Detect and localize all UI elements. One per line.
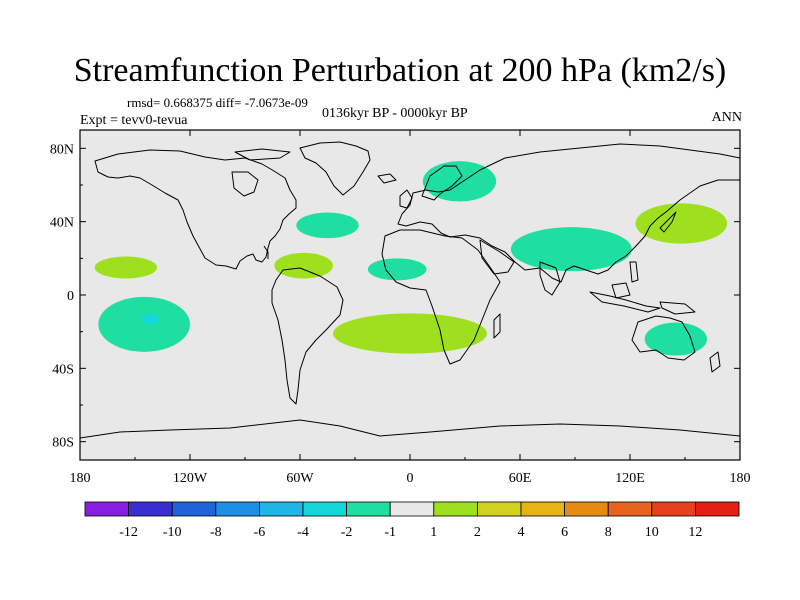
colorbar-label: 8 <box>605 525 612 540</box>
colorbar: -12 -10 -8 -6 -4 -2 -1 1 2 4 6 8 10 12 <box>84 501 740 540</box>
lon-tick-label: 180 <box>730 471 751 486</box>
coast-iceland <box>377 173 397 184</box>
chart-title: Streamfunction Perturbation at 200 hPa (… <box>73 52 727 89</box>
season-label: ANN <box>711 110 742 125</box>
colorbar-label: 12 <box>688 525 702 540</box>
coast-new-zealand <box>709 351 721 373</box>
anomaly-hawaii <box>94 256 157 279</box>
coast-india <box>539 261 561 296</box>
coast-north-america <box>94 149 297 270</box>
coast-hudson-bay <box>231 171 259 197</box>
coast-madagascar <box>493 313 501 339</box>
colorbar-swatch <box>433 501 478 517</box>
colorbar-swatch <box>476 501 522 517</box>
anomaly-caribbean <box>274 252 333 279</box>
experiment-label: Expt = tevv0-tevua <box>80 113 188 128</box>
colorbar-swatch <box>128 501 173 517</box>
lon-tick-label: 0 <box>407 471 414 486</box>
colorbar-swatch <box>302 501 347 517</box>
colorbar-label: 1 <box>430 525 437 540</box>
coast-borneo <box>611 282 631 299</box>
anomaly-south-pacific-core <box>140 313 159 325</box>
colorbar-swatch <box>171 501 217 517</box>
stats-line: rmsd= 0.668375 diff= -7.0673e-09 <box>127 95 308 110</box>
colorbar-swatch <box>215 501 260 517</box>
lon-tick-label: 180 <box>70 471 91 486</box>
lat-tick-label: 40N <box>50 216 74 231</box>
anomaly-north-atlantic-east <box>296 212 359 239</box>
colorbar-label: -1 <box>384 525 396 540</box>
coast-japan <box>659 211 677 233</box>
coast-arctic-islands <box>234 148 291 161</box>
colorbar-label: -12 <box>119 525 138 540</box>
anomaly-japan-pacific <box>635 203 728 244</box>
colorbar-label: -10 <box>163 525 182 540</box>
colorbar-swatch <box>520 501 565 517</box>
period-label: 0136kyr BP - 0000kyr BP <box>322 106 468 121</box>
colorbar-swatch <box>84 501 129 517</box>
anomaly-south-pacific <box>98 296 190 352</box>
anomaly-australia <box>644 322 707 356</box>
coast-florida <box>263 245 269 259</box>
colorbar-swatch <box>258 501 304 517</box>
colorbar-swatch <box>695 501 740 517</box>
colorbar-swatch <box>564 501 609 517</box>
map-background <box>80 130 740 460</box>
coast-arabia <box>479 239 515 275</box>
lon-tick-label: 120W <box>173 471 208 486</box>
coastlines <box>80 141 740 439</box>
coast-philippines <box>629 261 639 283</box>
colorbar-label: 10 <box>645 525 659 540</box>
colorbar-label: -4 <box>297 525 309 540</box>
colorbar-swatch <box>607 501 653 517</box>
coast-new-guinea <box>659 301 696 315</box>
anomaly-west-africa <box>367 258 427 281</box>
anomaly-south-asia <box>510 227 632 272</box>
lat-tick-label: 80N <box>50 142 74 157</box>
lon-tick-label: 60E <box>509 471 532 486</box>
coast-south-america <box>271 267 344 405</box>
colorbar-label: -6 <box>254 525 266 540</box>
coast-greenland <box>299 141 371 196</box>
lon-tick-label: 120E <box>615 471 645 486</box>
colorbar-label: 6 <box>561 525 568 540</box>
longitude-axis: 180 120W 60W 0 60E 120E 180 <box>70 130 751 486</box>
colorbar-swatch <box>346 501 391 517</box>
colorbar-label: 4 <box>518 525 525 540</box>
colorbar-swatch <box>389 501 435 517</box>
coast-antarctica <box>80 419 740 439</box>
coast-scandinavia <box>421 165 463 201</box>
anomaly-south-atlantic <box>333 313 487 354</box>
lat-tick-label: 40S <box>52 362 74 377</box>
colorbar-label: 2 <box>474 525 481 540</box>
coast-australia <box>631 315 696 361</box>
lon-tick-label: 60W <box>286 471 314 486</box>
lat-tick-label: 0 <box>67 289 74 304</box>
lat-tick-label: 80S <box>52 436 74 451</box>
coast-british-isles <box>399 189 413 209</box>
colorbar-label: -2 <box>341 525 353 540</box>
colorbar-label: -8 <box>210 525 222 540</box>
latitude-axis: 80N 40N 0 40S 80S <box>50 142 740 451</box>
coast-africa <box>381 229 501 365</box>
colorbar-swatch <box>651 501 696 517</box>
